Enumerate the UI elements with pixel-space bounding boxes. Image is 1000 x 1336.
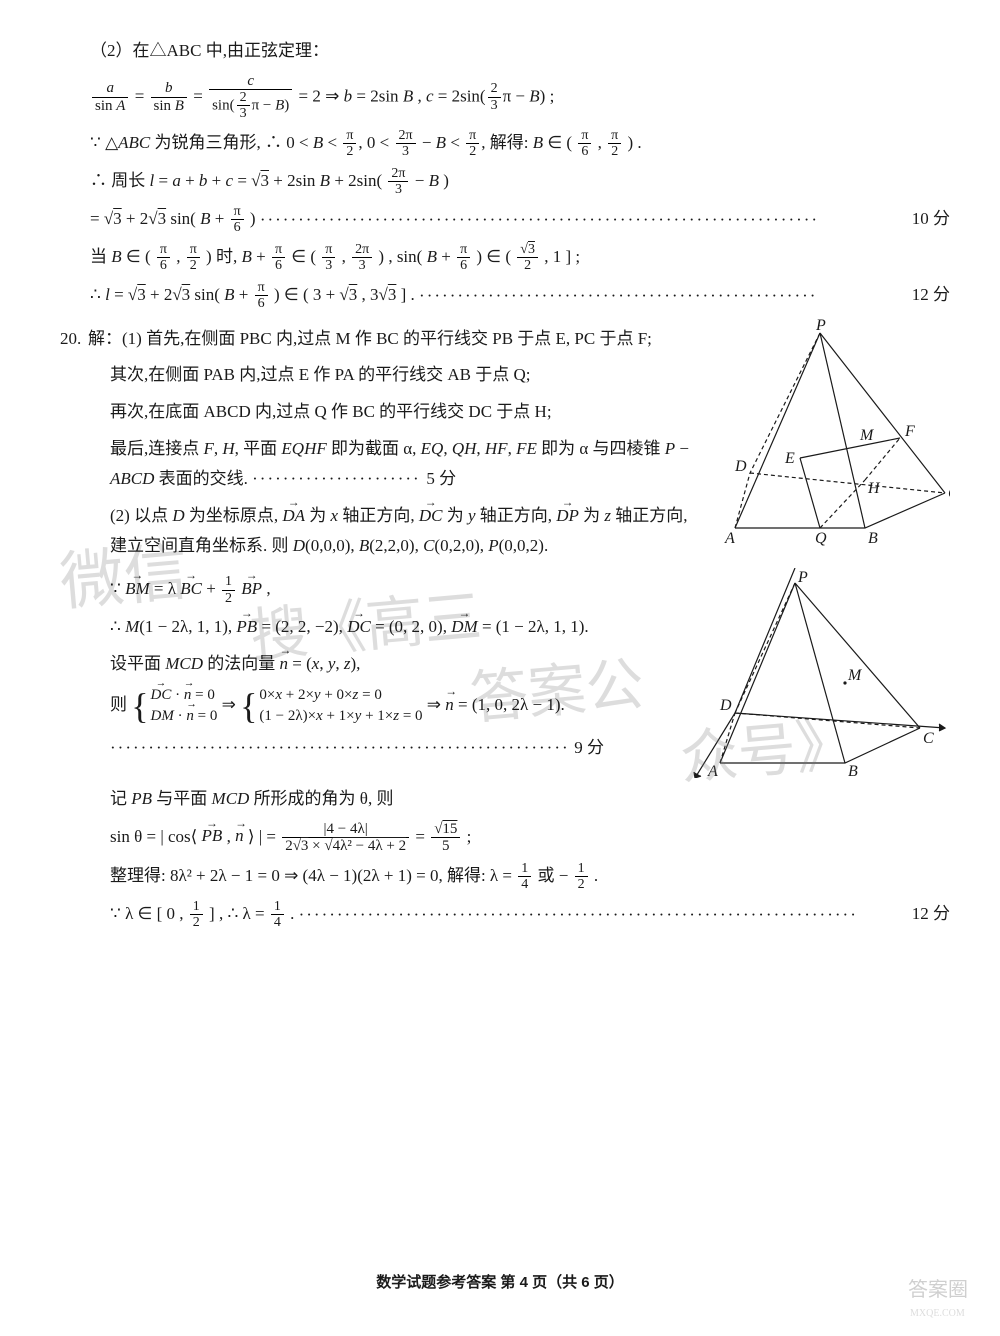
q20-intro: 20.解：(1) 首先,在侧面 PBC 内,过点 M 作 BC 的平行线交 PB… <box>60 324 690 355</box>
svg-text:E: E <box>784 450 795 467</box>
svg-text:D: D <box>719 697 732 714</box>
q20-bm: ∵ BM = λ BC + 12 BP , <box>60 574 680 606</box>
svg-text:Q: Q <box>815 530 827 547</box>
q20-l3: 再次,在底面 ABCD 内,过点 Q 作 BC 的平行线交 DC 于点 H; <box>60 397 690 428</box>
q20-sintheta: sin θ = | cos⟨ PB , n ⟩ | = |4 − 4λ|2√3 … <box>60 821 950 855</box>
q20-block-with-fig1: 20.解：(1) 首先,在侧面 PBC 内,过点 M 作 BC 的平行线交 PB… <box>60 318 950 568</box>
corner-watermark: 答案圈 MXQE.COM <box>900 1266 990 1326</box>
q19-final: ∴ l = √3 + 2√3 sin( B + π6 ) ∈ ( 3 + √3 … <box>60 280 950 312</box>
q19-acute: ∵ △ABC 为锐角三角形, ∴ 0 < B < π2, 0 < 2π3 − B… <box>60 128 950 160</box>
svg-text:M: M <box>859 427 875 444</box>
svg-text:C: C <box>923 730 934 747</box>
figure-2: P A B C D M <box>680 568 950 778</box>
svg-text:P: P <box>797 569 808 586</box>
score-10: 10 分 <box>912 204 950 235</box>
q20-l4: 最后,连接点 F, H, 平面 EQHF 即为截面 α, EQ, QH, HF,… <box>60 434 690 495</box>
svg-text:MXQE.COM: MXQE.COM <box>910 1308 965 1319</box>
q20-solve: 整理得: 8λ² + 2λ − 1 = 0 ⇒ (4λ − 1)(2λ + 1)… <box>60 861 950 893</box>
svg-text:A: A <box>724 530 735 547</box>
q19-p2-intro: （2）在△ABC 中,由正弦定理： <box>60 36 950 67</box>
q20-angle-intro: 记 PB 与平面 MCD 所形成的角为 θ, 则 <box>60 784 950 815</box>
q20-mcoord: ∴ M(1 − 2λ, 1, 1), PB = (2, 2, −2), DC =… <box>60 612 680 643</box>
svg-text:答案圈: 答案圈 <box>908 1278 968 1301</box>
score-12b: 12 分 <box>912 899 950 930</box>
svg-text:B: B <box>848 763 858 778</box>
svg-text:C: C <box>948 485 950 502</box>
svg-text:B: B <box>868 530 878 547</box>
svg-text:D: D <box>734 458 747 475</box>
svg-text:M: M <box>847 667 863 684</box>
q19-peri-def: ∴ 周长 l = a + b + c = √3 + 2sin B + 2sin(… <box>60 166 950 198</box>
q20-l2: 其次,在侧面 PAB 内,过点 E 作 PA 的平行线交 AB 于点 Q; <box>60 360 690 391</box>
q19-when: 当 B ∈ ( π6 , π2 ) 时, B + π6 ∈ ( π3 , 2π3… <box>60 242 950 274</box>
score-5: 5 分 <box>426 469 456 488</box>
q20-p2-intro: (2) 以点 D 为坐标原点, DA 为 x 轴正方向, DC 为 y 轴正方向… <box>60 501 690 562</box>
q20-block-with-fig2: ∵ BM = λ BC + 12 BP , ∴ M(1 − 2λ, 1, 1),… <box>60 568 950 778</box>
q20-number: 20. <box>60 324 88 355</box>
q19-peri-simpl: = √3 + 2√3 sin( B + π6 ) ···············… <box>60 204 950 236</box>
q20-normal-setup: 设平面 MCD 的法向量 n = (x, y, z), <box>60 649 680 680</box>
q20-system: 则 {DC · n = 0DM · n = 0 ⇒ {0×x + 2×y + 0… <box>60 685 680 727</box>
score-12a: 12 分 <box>912 280 950 311</box>
q19-eq1: asin A = bsin B = csin(23π − B) = 2 ⇒ b … <box>60 73 950 122</box>
svg-text:A: A <box>707 763 718 778</box>
figure-1: P A B C D E F M Q H <box>690 318 950 548</box>
svg-text:H: H <box>867 480 881 497</box>
svg-text:F: F <box>904 423 915 440</box>
q20-score9: ········································… <box>60 733 680 764</box>
q20-final: ∵ λ ∈ [ 0 , 12 ] , ∴ λ = 14 . ··········… <box>60 899 950 931</box>
page-root: 微信 搜《高三 答案公 众号》 （2）在△ABC 中,由正弦定理： asin A… <box>0 0 1000 1336</box>
page-footer: 数学试题参考答案 第 4 页（共 6 页） <box>0 1269 1000 1296</box>
score-9: 9 分 <box>574 738 604 757</box>
svg-text:P: P <box>815 318 826 334</box>
